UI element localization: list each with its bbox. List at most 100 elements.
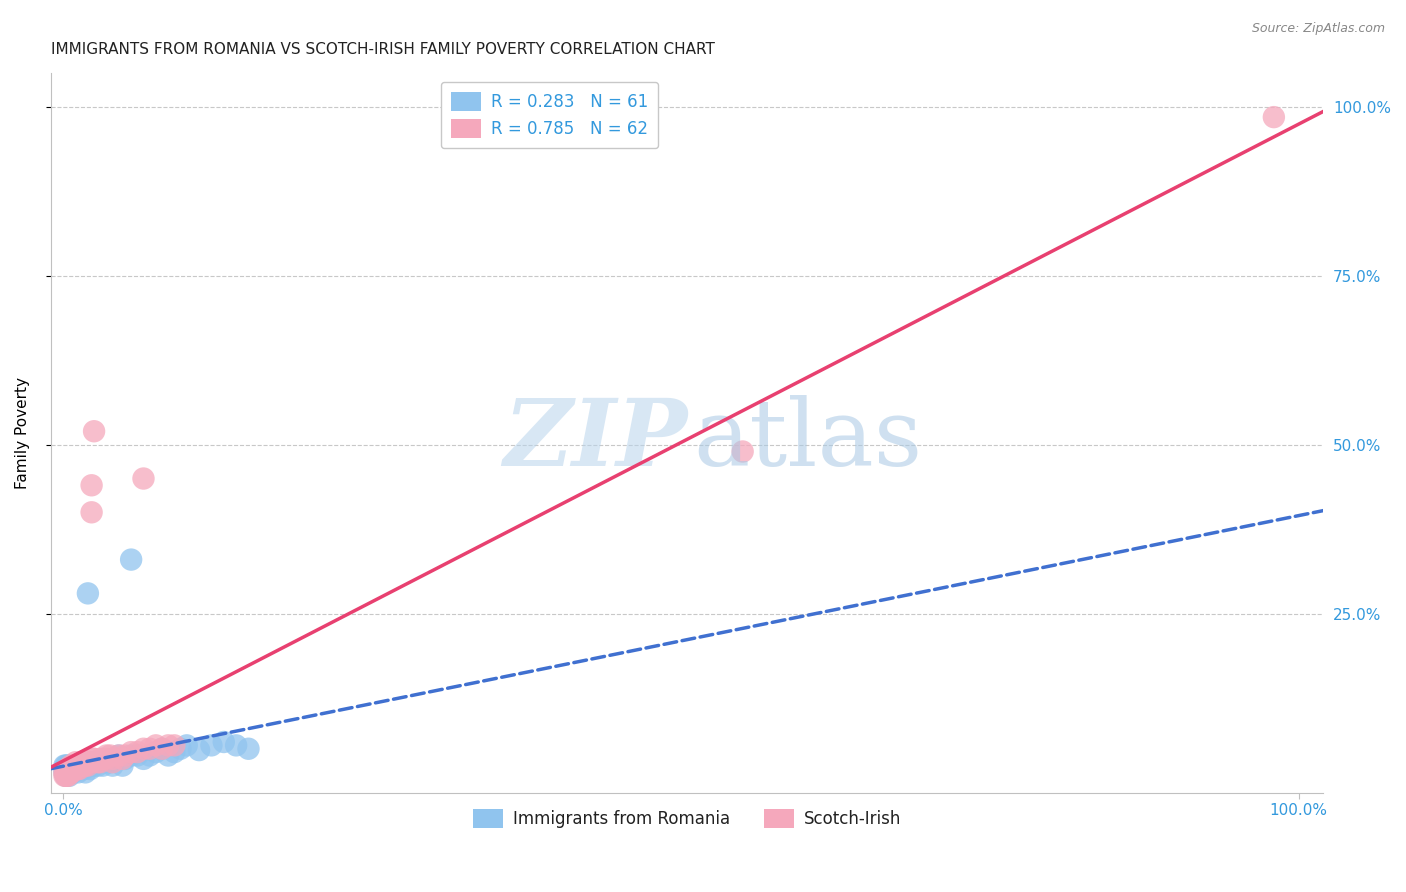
Point — [79, 762, 101, 776]
Point — [56, 765, 79, 780]
Point — [75, 765, 97, 780]
Point — [238, 741, 260, 756]
Point — [55, 758, 77, 772]
Point — [60, 762, 83, 776]
Point — [120, 748, 142, 763]
Point — [58, 765, 80, 780]
Point — [53, 765, 76, 780]
Point — [111, 758, 134, 772]
Point — [66, 758, 89, 772]
Point — [60, 765, 83, 780]
Point — [56, 762, 79, 776]
Point — [62, 765, 84, 780]
Point — [53, 765, 76, 780]
Point — [120, 552, 142, 566]
Point — [53, 769, 76, 783]
Point — [96, 756, 118, 770]
Point — [55, 762, 77, 776]
Point — [163, 739, 186, 753]
Point — [82, 756, 104, 770]
Point — [58, 762, 80, 776]
Point — [59, 765, 82, 780]
Point — [75, 756, 97, 770]
Point — [79, 756, 101, 770]
Text: atlas: atlas — [693, 395, 922, 485]
Point — [73, 762, 96, 776]
Point — [127, 748, 149, 763]
Point — [138, 741, 160, 756]
Point — [53, 758, 76, 772]
Point — [67, 762, 90, 776]
Point — [56, 769, 79, 783]
Point — [55, 769, 77, 783]
Point — [96, 752, 118, 766]
Point — [63, 762, 86, 776]
Point — [101, 752, 124, 766]
Point — [73, 758, 96, 772]
Point — [56, 762, 79, 776]
Point — [80, 478, 103, 492]
Point — [120, 745, 142, 759]
Point — [62, 762, 84, 776]
Point — [60, 762, 83, 776]
Point — [58, 769, 80, 783]
Point — [62, 758, 84, 772]
Point — [65, 756, 87, 770]
Point — [83, 424, 105, 438]
Point — [176, 739, 198, 753]
Point — [83, 752, 105, 766]
Legend: Immigrants from Romania, Scotch-Irish: Immigrants from Romania, Scotch-Irish — [467, 802, 908, 835]
Point — [56, 758, 79, 772]
Point — [70, 758, 93, 772]
Point — [65, 758, 87, 772]
Point — [157, 739, 180, 753]
Point — [56, 758, 79, 772]
Point — [731, 444, 754, 458]
Point — [70, 762, 93, 776]
Point — [114, 748, 136, 763]
Point — [89, 752, 111, 766]
Point — [70, 758, 93, 772]
Point — [101, 756, 124, 770]
Point — [200, 739, 222, 753]
Y-axis label: Family Poverty: Family Poverty — [15, 377, 30, 489]
Point — [65, 758, 87, 772]
Point — [107, 748, 129, 763]
Point — [70, 756, 93, 770]
Point — [59, 762, 82, 776]
Point — [98, 756, 121, 770]
Point — [59, 765, 82, 780]
Text: IMMIGRANTS FROM ROMANIA VS SCOTCH-IRISH FAMILY POVERTY CORRELATION CHART: IMMIGRANTS FROM ROMANIA VS SCOTCH-IRISH … — [51, 42, 714, 57]
Point — [56, 765, 79, 780]
Point — [145, 739, 167, 753]
Point — [127, 745, 149, 759]
Point — [62, 762, 84, 776]
Point — [83, 752, 105, 766]
Point — [225, 739, 247, 753]
Point — [56, 765, 79, 780]
Point — [145, 745, 167, 759]
Point — [55, 765, 77, 780]
Point — [77, 758, 100, 772]
Point — [65, 762, 87, 776]
Point — [75, 758, 97, 772]
Point — [55, 769, 77, 783]
Point — [91, 758, 114, 772]
Point — [66, 765, 89, 780]
Point — [89, 756, 111, 770]
Point — [91, 752, 114, 766]
Point — [101, 758, 124, 772]
Point — [77, 758, 100, 772]
Point — [157, 748, 180, 763]
Point — [67, 758, 90, 772]
Point — [132, 752, 155, 766]
Point — [163, 745, 186, 759]
Point — [53, 762, 76, 776]
Point — [65, 762, 87, 776]
Point — [60, 765, 83, 780]
Point — [77, 756, 100, 770]
Point — [188, 743, 211, 757]
Point — [58, 765, 80, 780]
Point — [83, 758, 105, 772]
Point — [132, 741, 155, 756]
